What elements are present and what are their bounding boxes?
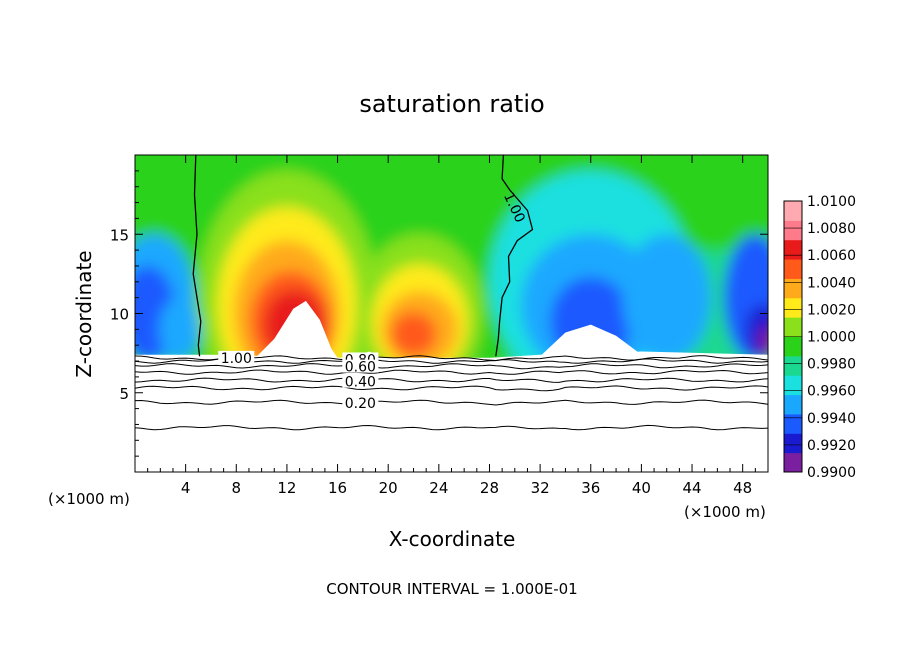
chart-title: saturation ratio — [359, 90, 544, 118]
colorbar-swatch — [784, 278, 802, 299]
y-axis-label: Z-coordinate — [72, 250, 96, 377]
contour-line — [135, 424, 768, 431]
plot-area — [135, 155, 768, 472]
colorbar-label: 1.0060 — [807, 248, 856, 264]
field-edge-purple — [757, 326, 768, 358]
x-tick-label: 12 — [277, 479, 296, 497]
contour-label: 0.40 — [345, 375, 376, 391]
contour-1.00-right — [495, 155, 534, 357]
surface-edge — [135, 357, 768, 361]
colorbar-label: 0.9920 — [807, 438, 856, 454]
x-unit-label-left: (×1000 m) — [48, 490, 130, 508]
contour-label-bg — [342, 359, 379, 373]
contour-interval-note: CONTOUR INTERVAL = 1.000E-01 — [326, 580, 577, 598]
x-tick-label: 28 — [480, 479, 499, 497]
colorbar-label: 1.0000 — [807, 330, 856, 346]
x-tick-label: 40 — [632, 479, 651, 497]
x-unit-label-right: (×1000 m) — [684, 503, 766, 521]
colorbar-swatch — [784, 433, 802, 454]
saturation-field — [135, 155, 768, 472]
colorbar-swatch — [784, 413, 802, 434]
colorbar-swatch — [784, 220, 802, 241]
y-tick-label: 15 — [110, 226, 129, 244]
colorbar-swatch — [784, 394, 802, 415]
contour-line — [135, 363, 768, 370]
x-tick-label: 4 — [181, 479, 191, 497]
colorbar-label: 0.9940 — [807, 411, 856, 427]
x-tick-label: 20 — [379, 479, 398, 497]
colorbar-swatch — [784, 355, 802, 376]
contour-label-bg — [342, 396, 379, 410]
contour-line — [135, 385, 768, 392]
colorbar-label: 0.9900 — [807, 465, 856, 481]
x-tick-label: 32 — [531, 479, 550, 497]
x-tick-label: 36 — [581, 479, 600, 497]
field-mid-red — [390, 311, 437, 357]
x-tick-label: 16 — [328, 479, 347, 497]
field-right2-lightblue — [622, 234, 712, 362]
contour-1.00-left — [192, 155, 202, 357]
contour-labels: 1.000.800.600.400.201.00 — [218, 190, 528, 412]
colorbar: 0.9900 0.9920 0.9940 0.9960 0.9980 1.0000 1.00… — [783, 194, 856, 481]
colorbar-swatch — [784, 297, 802, 318]
x-tick-label: 44 — [682, 479, 701, 497]
x-tick-label: 24 — [429, 479, 448, 497]
colorbar-swatch — [784, 239, 802, 260]
field-left-low — [159, 297, 200, 362]
warm-core-hole — [255, 300, 338, 358]
colorbar-swatch — [784, 375, 802, 396]
x-tick-label: 8 — [232, 479, 242, 497]
colorbar-label: 0.9960 — [807, 384, 856, 400]
colorbar-label: 1.0020 — [807, 302, 856, 318]
colorbar-label: 1.0100 — [807, 194, 856, 210]
colorbar-label: 1.0040 — [807, 275, 856, 291]
contour-label: 0.60 — [345, 360, 376, 376]
y-tick-label: 10 — [110, 306, 129, 324]
colorbar-label: 0.9980 — [807, 357, 856, 373]
x-axis-label: X-coordinate — [389, 527, 516, 551]
contour-label-bg — [342, 374, 379, 388]
contour-line — [135, 377, 768, 383]
right-mountain-hole — [540, 324, 642, 357]
below-surface-mask — [135, 351, 768, 472]
colorbar-swatch — [784, 317, 802, 337]
contour-line — [135, 369, 768, 375]
colorbar-swatch — [784, 201, 802, 221]
colorbar-swatch — [784, 259, 802, 279]
contour-line — [135, 399, 768, 406]
colorbar-label: 1.0080 — [807, 221, 856, 237]
contour-label: 0.20 — [345, 396, 376, 412]
colorbar-swatch — [784, 336, 802, 357]
y-tick-label: 5 — [119, 385, 129, 403]
x-tick-label: 48 — [733, 479, 752, 497]
colorbar-swatch — [784, 452, 802, 473]
contour-label-bg — [218, 350, 255, 364]
contour-label: 1.00 — [221, 351, 252, 367]
